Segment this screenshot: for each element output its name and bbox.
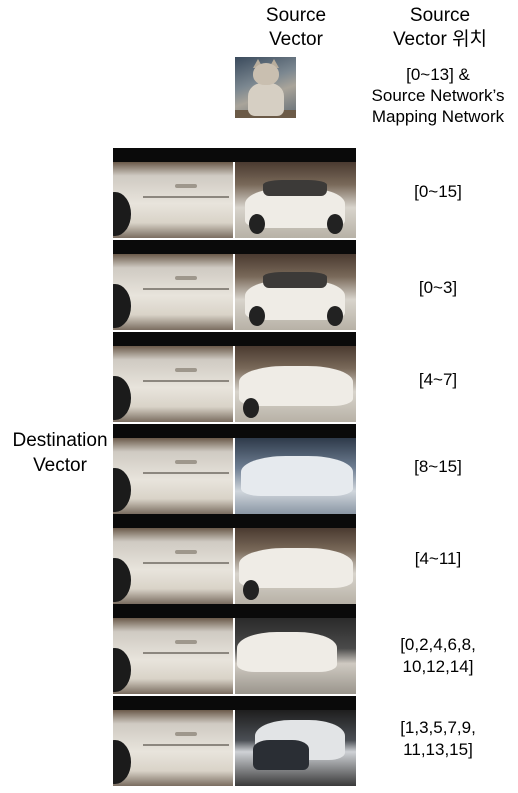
row-value-line: [4~7] [418, 370, 458, 389]
row-value: [4~7] [362, 369, 514, 391]
output-car-image [235, 528, 356, 604]
header-source-vector: Source Vector [236, 4, 356, 52]
row-value-line: 10,12,14] [402, 657, 474, 676]
destination-label-line-1: Destination [12, 430, 108, 451]
header-position-line-2: Vector 위치 [392, 29, 488, 50]
row-separator-bar [113, 604, 356, 618]
row-value-line: [0~3] [418, 278, 458, 297]
source-label-line-3: Mapping Network [371, 107, 505, 126]
output-car-image [235, 438, 356, 514]
source-row-label: [0~13] & Source Network’s Mapping Networ… [362, 64, 514, 127]
output-car-image [235, 162, 356, 238]
row-value: [0~3] [362, 277, 514, 299]
destination-car-image [113, 618, 233, 694]
row-value: [0~15] [362, 181, 514, 203]
result-row [113, 332, 356, 422]
row-value: [4~11] [362, 548, 514, 570]
destination-car-image [113, 162, 233, 238]
destination-car-image [113, 438, 233, 514]
result-row [113, 240, 356, 330]
row-value-line: [0,2,4,6,8, [400, 635, 476, 654]
row-value-line: [8~15] [414, 457, 462, 476]
row-value: [0,2,4,6,8, 10,12,14] [362, 634, 514, 678]
output-car-image [235, 618, 356, 694]
row-value-line: [0~15] [414, 182, 462, 201]
source-label-line-2: Source Network’s [371, 86, 505, 105]
result-row [113, 514, 356, 604]
destination-car-image [113, 528, 233, 604]
result-row [113, 696, 356, 786]
result-row [113, 148, 356, 238]
destination-vector-label: Destination Vector [4, 428, 116, 478]
output-car-image [235, 710, 356, 786]
destination-car-image [113, 346, 233, 422]
row-separator-bar [113, 148, 356, 162]
cat-body-shape [248, 83, 284, 116]
header-position-line-1: Source [409, 5, 471, 26]
output-car-image [235, 254, 356, 330]
result-row [113, 424, 356, 514]
cat-ear-left-shape [253, 59, 263, 68]
row-value-line: 11,13,15] [403, 740, 473, 759]
row-separator-bar [113, 696, 356, 710]
row-separator-bar [113, 514, 356, 528]
source-cat-image [235, 57, 296, 118]
header-source-vector-line-1: Source [265, 5, 327, 26]
row-value: [1,3,5,7,9, 11,13,15] [362, 717, 514, 761]
row-separator-bar [113, 240, 356, 254]
source-label-line-1: [0~13] & [406, 65, 470, 84]
output-car-image [235, 346, 356, 422]
cat-head-shape [253, 63, 279, 85]
row-value-line: [4~11] [414, 549, 462, 568]
destination-label-line-2: Vector [33, 455, 87, 476]
header-source-vector-line-2: Vector [269, 29, 323, 50]
destination-car-image [113, 710, 233, 786]
row-value: [8~15] [362, 456, 514, 478]
row-separator-bar [113, 424, 356, 438]
destination-car-image [113, 254, 233, 330]
row-separator-bar [113, 332, 356, 346]
result-row [113, 604, 356, 694]
header-source-vector-position: Source Vector 위치 [370, 4, 510, 52]
row-value-line: [1,3,5,7,9, [400, 718, 476, 737]
cat-ear-right-shape [269, 59, 279, 68]
